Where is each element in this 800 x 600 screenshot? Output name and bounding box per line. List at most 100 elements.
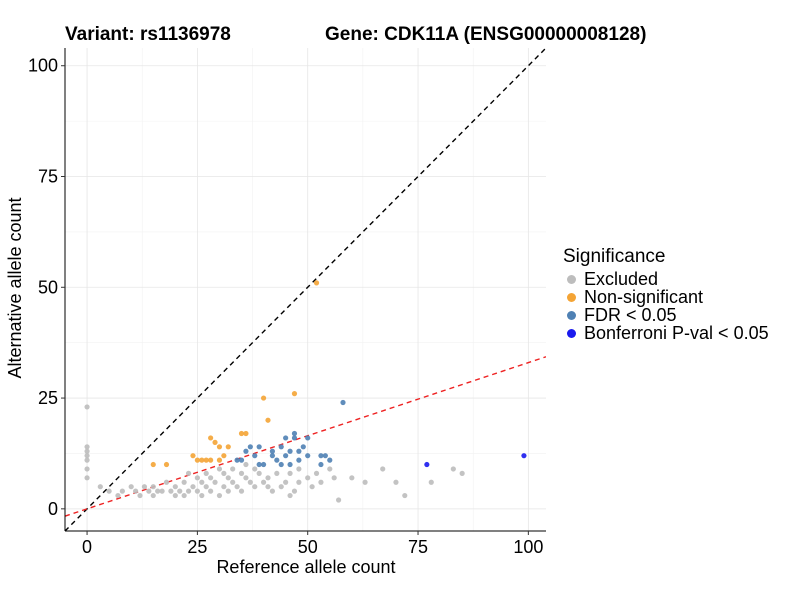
point-fdr-0-05 (296, 448, 302, 454)
point-excluded (97, 484, 103, 490)
point-non-significant (163, 461, 170, 468)
point-excluded (141, 484, 148, 490)
point-fdr-0-05 (291, 430, 298, 437)
point-fdr-0-05 (291, 435, 298, 441)
point-excluded (190, 484, 196, 490)
point-fdr-0-05 (234, 457, 240, 463)
point-excluded (225, 488, 231, 494)
x-tick-label: 0 (82, 537, 92, 557)
axes (61, 48, 546, 535)
point-fdr-0-05 (256, 444, 262, 450)
point-excluded (291, 488, 298, 494)
point-non-significant (260, 395, 267, 401)
point-non-significant (150, 461, 156, 468)
legend-dot (567, 310, 576, 320)
point-non-significant (216, 457, 223, 463)
point-excluded (362, 479, 368, 485)
point-non-significant (212, 439, 218, 445)
point-excluded (252, 466, 258, 472)
point-excluded (459, 470, 465, 476)
point-fdr-0-05 (278, 461, 284, 468)
point-excluded (243, 475, 249, 481)
point-non-significant (238, 430, 245, 437)
point-excluded (84, 404, 90, 410)
point-excluded (163, 479, 170, 485)
point-excluded (172, 484, 178, 490)
point-fdr-0-05 (260, 461, 267, 468)
point-non-significant (221, 453, 227, 459)
point-excluded (155, 488, 161, 494)
variant-title: Variant: rs1136978 (65, 24, 231, 45)
x-axis-label: Reference allele count (216, 557, 395, 577)
point-excluded (84, 453, 90, 459)
point-excluded (260, 479, 267, 485)
point-excluded (84, 475, 90, 481)
point-excluded (296, 466, 302, 472)
point-excluded (296, 479, 302, 485)
legend-dot (567, 292, 576, 302)
point-excluded (265, 484, 271, 490)
point-fdr-0-05 (318, 461, 324, 468)
point-excluded (305, 475, 311, 481)
point-excluded (238, 488, 245, 494)
point-fdr-0-05 (318, 453, 324, 459)
point-non-significant (208, 457, 214, 463)
point-excluded (335, 497, 342, 503)
point-fdr-0-05 (327, 457, 333, 463)
point-fdr-0-05 (296, 457, 302, 463)
legend-label: Bonferroni P-val < 0.05 (584, 322, 769, 343)
point-excluded (150, 484, 156, 490)
point-excluded (327, 466, 333, 472)
legend-dot (567, 274, 576, 284)
point-fdr-0-05 (274, 457, 280, 463)
point-excluded (243, 461, 249, 468)
y-tick-label: 100 (28, 56, 58, 76)
point-bonferroni-p-val-0-05 (521, 453, 527, 459)
point-fdr-0-05 (238, 457, 245, 463)
point-excluded (256, 470, 262, 476)
point-excluded (84, 448, 90, 454)
point-excluded (185, 488, 192, 494)
point-excluded (199, 479, 205, 485)
point-excluded (221, 470, 227, 476)
point-excluded (450, 466, 456, 472)
point-excluded (208, 488, 214, 494)
point-fdr-0-05 (305, 435, 311, 441)
point-non-significant (190, 453, 196, 459)
point-fdr-0-05 (283, 435, 289, 441)
point-fdr-0-05 (256, 461, 262, 468)
y-tick-label: 50 (38, 277, 58, 297)
point-fdr-0-05 (243, 448, 249, 454)
point-excluded (137, 492, 143, 499)
point-fdr-0-05 (287, 448, 293, 454)
point-non-significant (313, 280, 320, 286)
point-excluded (402, 492, 408, 499)
legend-label: Non-significant (584, 286, 704, 307)
point-excluded (269, 488, 276, 494)
point-excluded (287, 470, 293, 476)
point-excluded (208, 475, 214, 481)
point-non-significant (199, 457, 205, 463)
point-excluded (177, 488, 183, 494)
point-non-significant (291, 391, 298, 397)
point-non-significant (265, 417, 271, 423)
point-fdr-0-05 (269, 448, 276, 454)
point-excluded (287, 492, 293, 499)
point-excluded (274, 470, 280, 476)
point-excluded (133, 488, 139, 494)
point-excluded (203, 470, 209, 476)
point-fdr-0-05 (252, 453, 258, 459)
point-excluded (230, 466, 236, 472)
point-excluded (150, 492, 156, 499)
point-fdr-0-05 (278, 444, 284, 450)
x-tick-label: 50 (298, 537, 318, 557)
point-excluded (247, 479, 253, 485)
point-fdr-0-05 (340, 399, 346, 406)
point-excluded (313, 470, 320, 476)
legend-label: Excluded (584, 268, 659, 289)
point-fdr-0-05 (247, 444, 253, 450)
legend-item-excluded: Excluded (563, 268, 769, 289)
legend-label: FDR < 0.05 (584, 304, 677, 325)
point-excluded (172, 492, 178, 499)
